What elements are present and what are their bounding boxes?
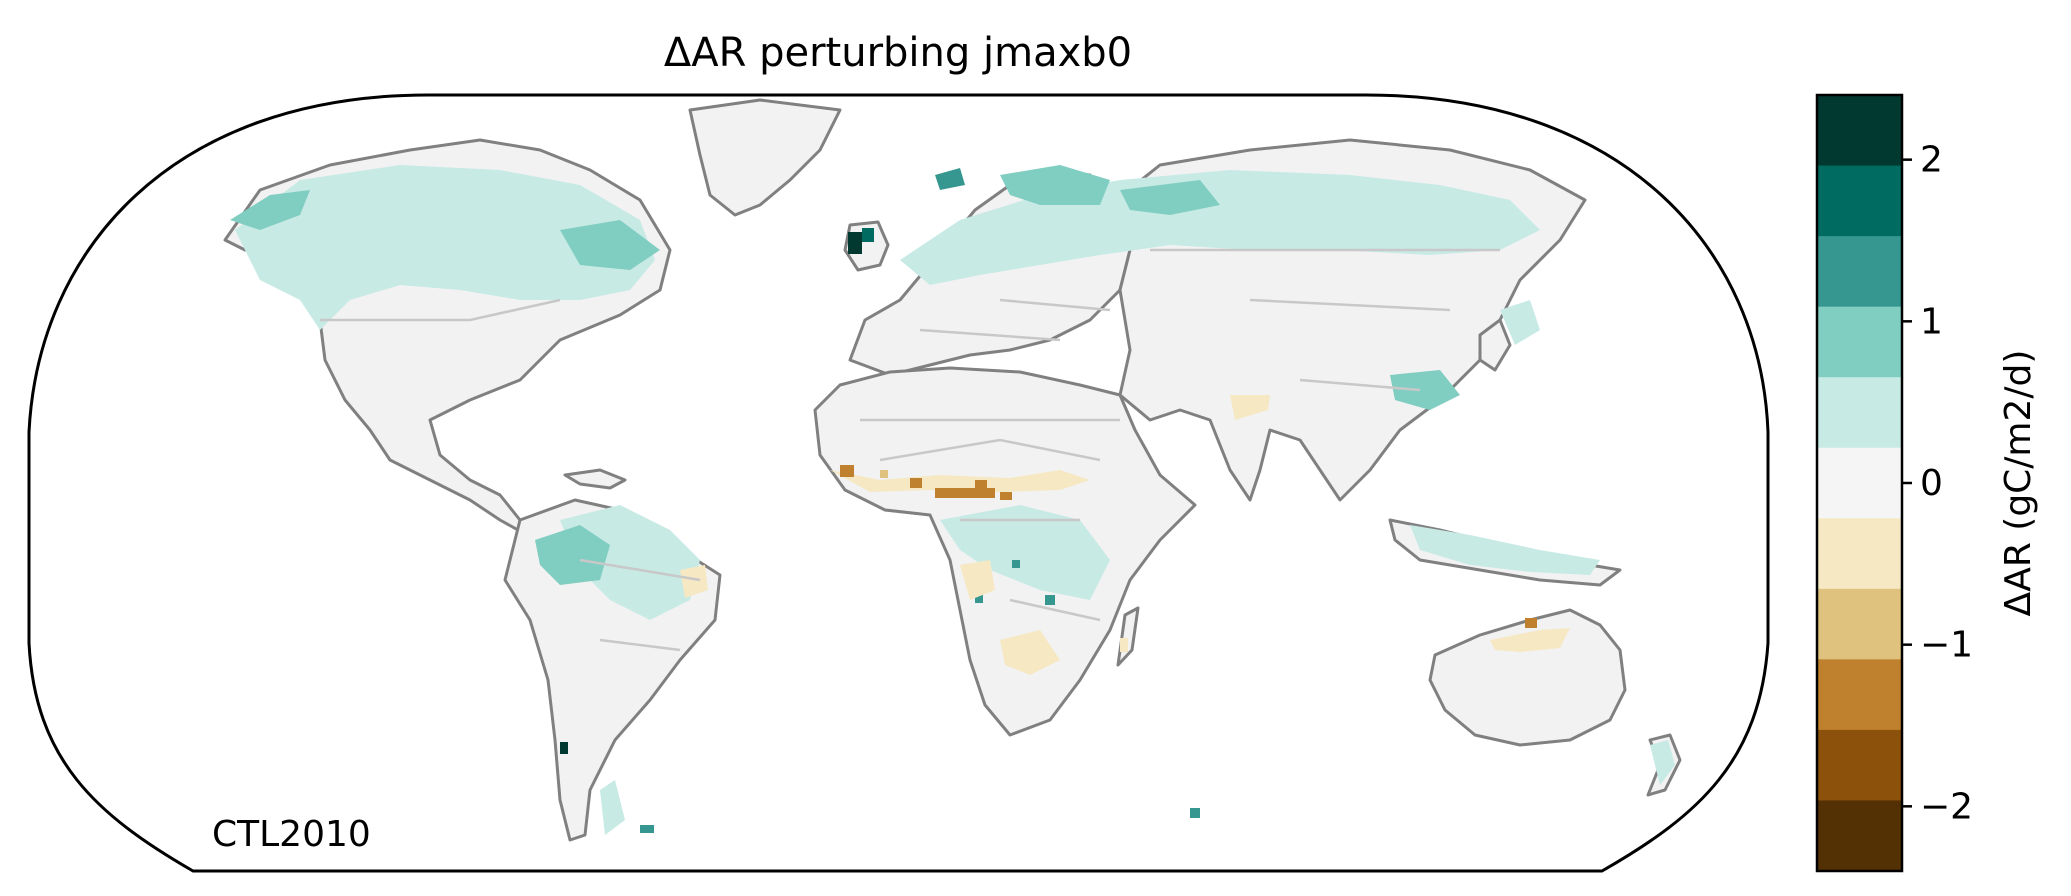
colorbar-tick-label: 2 xyxy=(1920,140,1943,181)
colorbar-tick-label: 1 xyxy=(1920,301,1943,342)
madagascar xyxy=(1116,606,1140,667)
corner-label: CTL2010 xyxy=(212,814,371,855)
colorbar-tick-label: −1 xyxy=(1920,625,1973,666)
greenland xyxy=(688,98,842,217)
colorbar-segment xyxy=(1817,165,1902,237)
anomaly-strong-positive xyxy=(560,228,1200,833)
colorbar-label: ΔAR (gC/m2/d) xyxy=(1998,350,2039,617)
colorbar-segment xyxy=(1817,236,1902,308)
colorbar-segment xyxy=(1817,447,1902,519)
japan xyxy=(1478,318,1512,372)
map-boundary xyxy=(27,93,1770,873)
colorbar-segment xyxy=(1817,588,1902,660)
colorbar: 2 1 0 −1 −2 ΔAR (gC/m2/d) xyxy=(1815,93,2039,873)
colorbar-segments xyxy=(1817,95,1902,872)
colorbar-segment xyxy=(1817,95,1902,167)
caribbean xyxy=(563,468,627,490)
colorbar-ticks: 2 1 0 −1 −2 xyxy=(1902,140,1973,827)
colorbar-tick-label: 0 xyxy=(1920,463,1943,504)
colorbar-segment xyxy=(1817,729,1902,801)
anomaly-negative xyxy=(680,395,1570,675)
colorbar-tick-label: −2 xyxy=(1920,786,1973,827)
map-panel: CTL2010 xyxy=(27,93,1770,873)
colorbar-segment xyxy=(1817,377,1902,449)
country-borders xyxy=(320,248,1500,652)
colorbar-segment xyxy=(1817,659,1902,731)
map-title: ΔAR perturbing jmaxb0 xyxy=(664,30,1132,76)
colorbar-segment xyxy=(1817,518,1902,590)
anomaly-positive xyxy=(230,165,1675,835)
colorbar-segment xyxy=(1817,800,1902,872)
map-content xyxy=(223,98,1682,842)
australia xyxy=(1428,608,1627,747)
colorbar-segment xyxy=(1817,306,1902,378)
